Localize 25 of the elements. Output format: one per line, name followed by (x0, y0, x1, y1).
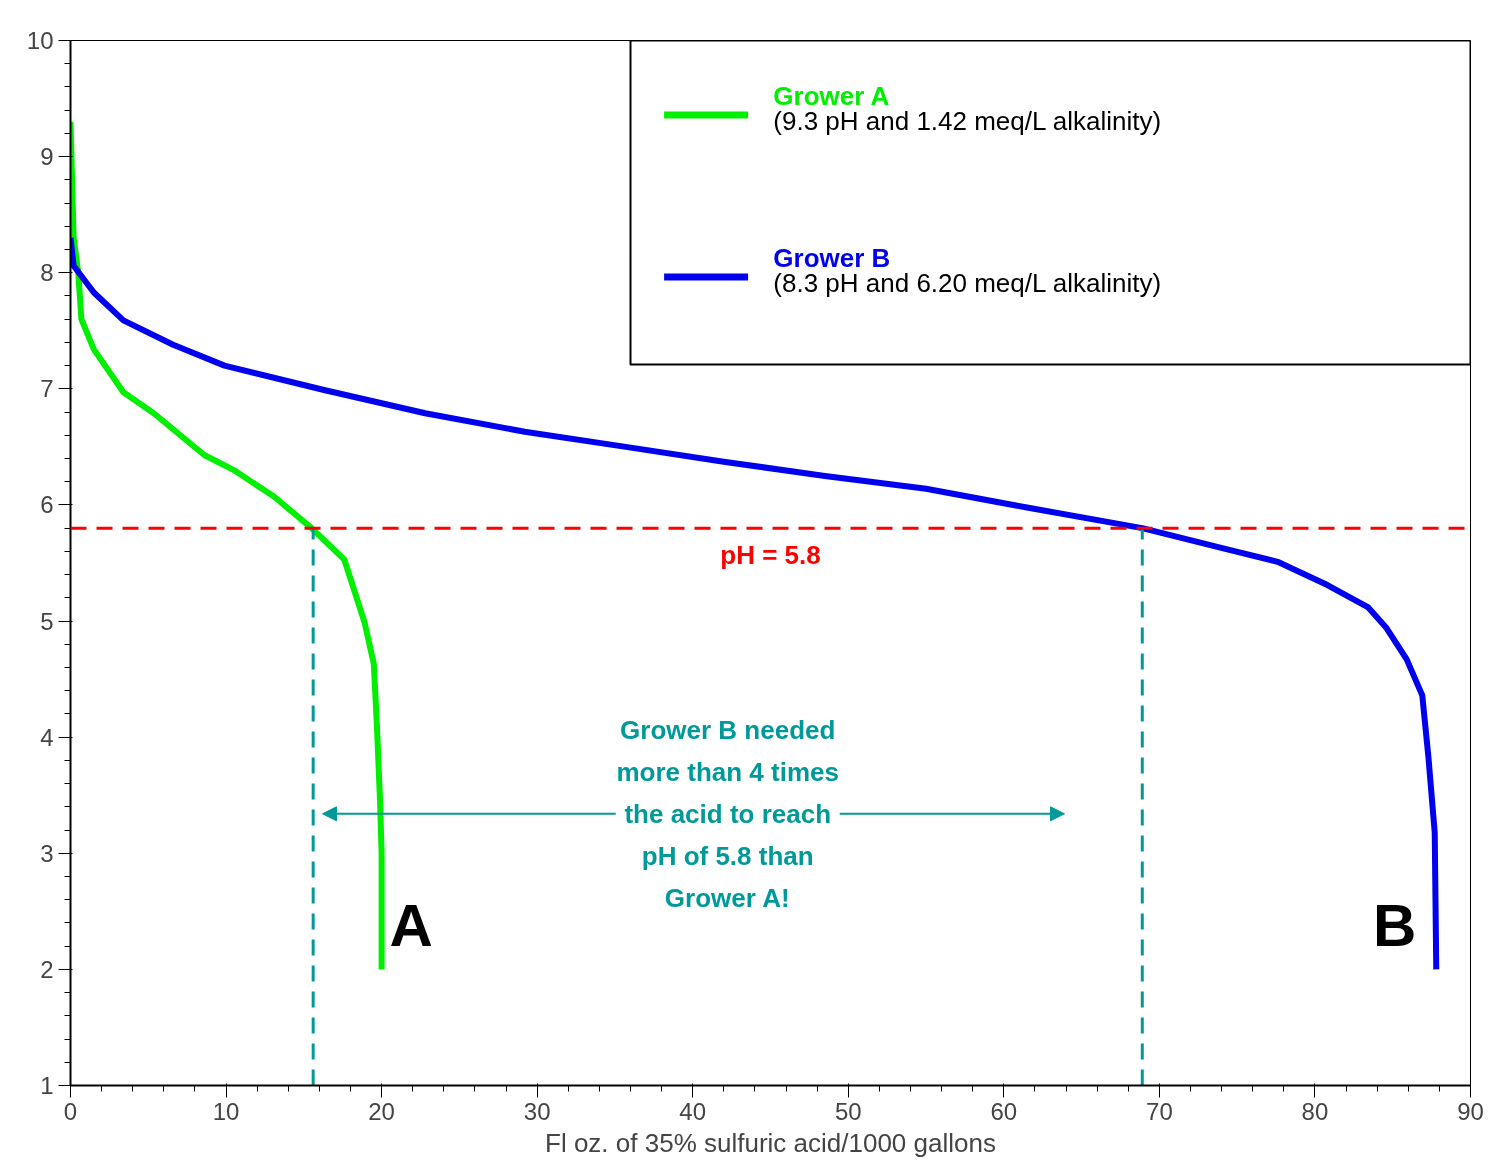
y-tick-label: 1 (40, 1072, 54, 1099)
ref-line-label: pH = 5.8 (720, 540, 821, 571)
y-tick-label: 9 (40, 143, 54, 171)
x-tick-label: 70 (1146, 1097, 1173, 1125)
y-tick-label: 3 (40, 839, 54, 867)
x-tick-label: 20 (368, 1097, 395, 1125)
y-tick-label: 7 (40, 375, 54, 403)
x-tick-label: 60 (990, 1097, 1018, 1125)
annotation: B (1372, 892, 1417, 960)
y-tick-label: 2 (40, 955, 54, 983)
x-tick-label: 10 (212, 1097, 240, 1125)
y-tick-label: 10 (26, 27, 54, 54)
y-tick-label: 6 (40, 491, 54, 519)
annotation: A (389, 892, 433, 960)
x-tick-label: 90 (1457, 1097, 1484, 1125)
x-tick-label: 0 (63, 1097, 78, 1125)
x-tick-label: 30 (523, 1097, 551, 1125)
y-tick-label: 5 (40, 607, 54, 635)
x-tick-label: 50 (834, 1097, 862, 1125)
annotation: Grower B needed more than 4 times the acid to reach pH of 5.8 than Grower A! (616, 714, 839, 913)
x-tick-label: 80 (1301, 1097, 1329, 1125)
x-axis-title: Fl oz. of 35% sulfuric acid/1000 gallons (545, 1127, 996, 1158)
x-tick-label: 40 (679, 1097, 707, 1125)
y-tick-label: 8 (40, 259, 54, 287)
y-tick-label: 4 (40, 723, 54, 751)
